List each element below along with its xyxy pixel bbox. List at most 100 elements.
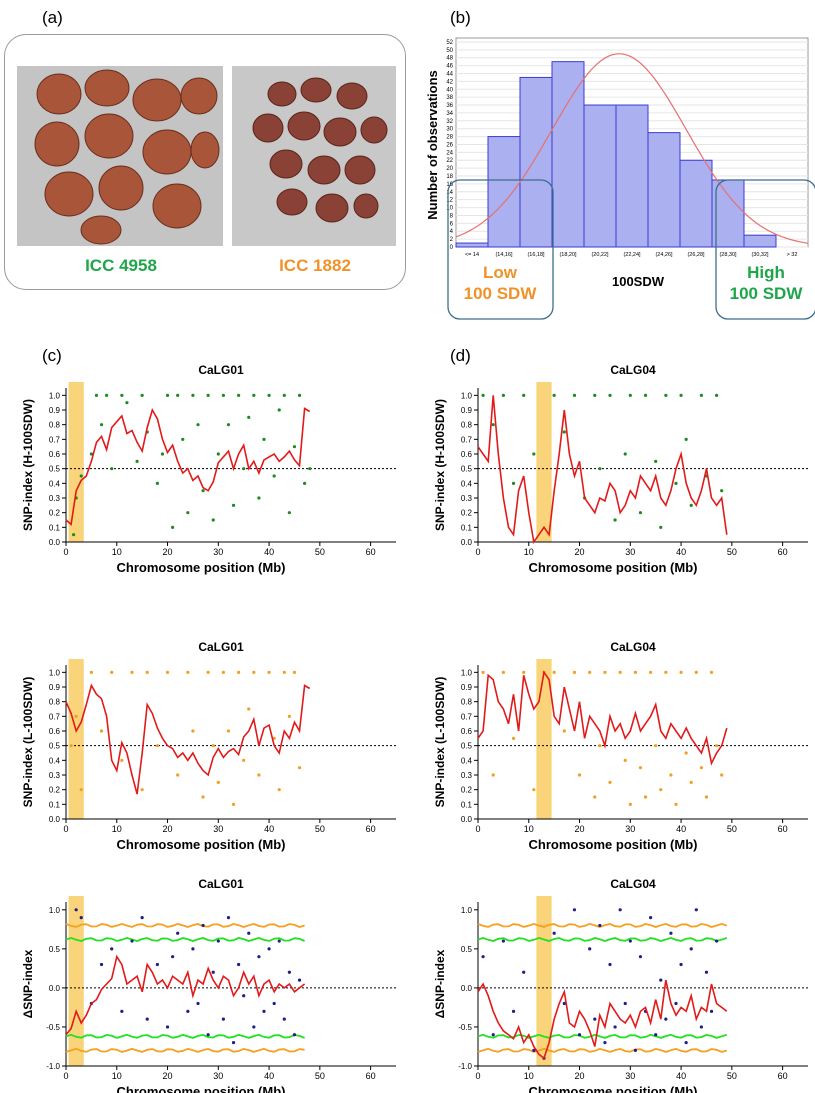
snp-point — [74, 908, 78, 912]
y-tick-label: 0.7 — [49, 435, 61, 444]
histogram-ytick-label: 4 — [450, 229, 454, 235]
y-tick-label: 0.0 — [49, 815, 61, 824]
snp-point — [643, 795, 648, 799]
y-tick-label: 0.5 — [461, 742, 473, 751]
snp-point — [282, 1017, 286, 1021]
plot-xlabel: Chromosome position (Mb) — [117, 1084, 286, 1093]
y-tick-label: 1.0 — [49, 391, 61, 400]
low-box-label: Low 100 SDW — [452, 262, 548, 304]
histogram-bar — [583, 104, 617, 248]
snp-point — [532, 788, 536, 792]
snp-point — [69, 744, 73, 748]
snp-point — [105, 393, 109, 397]
snp-point — [669, 773, 673, 777]
snp-point — [297, 766, 302, 770]
snp-point — [110, 670, 114, 674]
y-tick-label: 0.1 — [461, 800, 473, 809]
snp-point — [72, 533, 76, 537]
snp-point — [79, 788, 83, 792]
y-tick-label: 1.0 — [461, 668, 473, 677]
snp-point — [608, 962, 612, 967]
plot-xlabel: Chromosome position (Mb) — [529, 560, 698, 575]
caption-icc1882: ICC 1882 — [279, 256, 351, 275]
snp-point — [654, 459, 658, 463]
histogram-bar — [615, 104, 649, 248]
snp-point — [552, 670, 556, 674]
snp-point — [257, 496, 261, 500]
snp-point — [165, 670, 170, 674]
x-tick-label: 0 — [475, 824, 480, 834]
plot-xlabel: Chromosome position (Mb) — [529, 1084, 698, 1093]
snp-point — [125, 401, 129, 405]
panel-letter-a: (a) — [42, 8, 63, 27]
y-tick-label: 0.0 — [49, 984, 61, 993]
histogram-bar — [551, 61, 585, 248]
sliding-window-line — [477, 979, 728, 1060]
snp-point — [674, 481, 678, 485]
snp-point — [522, 393, 526, 397]
snp-point — [206, 1033, 210, 1037]
histogram-ytick-label: 50 — [446, 48, 453, 54]
snp-point — [552, 393, 556, 397]
histogram-ytick-label: 0 — [450, 245, 454, 251]
histogram-ytick-label: 38 — [446, 95, 453, 101]
seed-photo-icc1882 — [232, 66, 396, 246]
qtl-highlight-band — [68, 659, 84, 819]
histogram-xtick-label: (14,16] — [495, 252, 513, 258]
snp-point — [257, 773, 261, 777]
y-tick-label: 0.3 — [49, 771, 61, 780]
plot-ylabel: SNP-index (L-100SDW) — [21, 677, 35, 808]
histogram-ytick-label: 6 — [450, 221, 454, 227]
snp-point — [145, 670, 149, 674]
x-tick-label: 30 — [213, 547, 223, 557]
histogram-ytick-label: 30 — [446, 127, 453, 133]
ci99-lower-line — [477, 1047, 728, 1053]
snp-point — [522, 970, 526, 974]
qtl-highlight-band — [536, 382, 552, 542]
snp-point — [110, 947, 114, 951]
x-tick-label: 60 — [366, 824, 376, 834]
snp-point — [226, 729, 231, 733]
y-tick-label: 0.5 — [49, 465, 61, 474]
snp-point — [252, 670, 256, 674]
snp-point — [572, 670, 577, 674]
snp-point — [699, 1025, 703, 1029]
snp-point — [130, 670, 134, 674]
snp-point — [99, 423, 104, 427]
x-tick-label: 0 — [63, 824, 68, 834]
snp-point — [598, 744, 602, 748]
snp-point — [654, 744, 658, 748]
histogram-bar — [743, 234, 777, 248]
snp-point — [140, 788, 144, 792]
snp-point — [242, 758, 246, 762]
x-tick-label: 40 — [264, 824, 274, 834]
snp-point — [231, 1040, 236, 1045]
snp-point — [562, 430, 566, 434]
snp-point — [140, 916, 144, 920]
y-tick-label: 0.6 — [49, 727, 61, 736]
y-tick-label: 0.3 — [49, 494, 61, 503]
y-tick-label: 0.4 — [49, 756, 61, 765]
snp-point — [577, 773, 582, 777]
low-selection-box — [447, 179, 554, 320]
snp-point — [303, 481, 307, 485]
snp-point — [237, 962, 241, 967]
x-tick-label: 30 — [625, 824, 635, 834]
snp-point — [664, 670, 668, 674]
snp-point — [613, 518, 617, 522]
snp-point — [297, 978, 302, 982]
snp-point — [715, 939, 719, 943]
snp-point — [709, 1009, 714, 1013]
snp-point — [618, 908, 622, 912]
snp-point — [191, 393, 195, 397]
x-tick-label: 20 — [575, 824, 585, 834]
snp-point — [715, 744, 719, 748]
x-tick-label: 50 — [315, 1071, 325, 1081]
snp-point — [643, 393, 648, 397]
snp-point — [226, 423, 231, 427]
snp-point — [608, 393, 612, 397]
snp-point — [297, 393, 302, 397]
snp-point — [664, 393, 668, 397]
snp-point — [491, 1033, 495, 1037]
x-tick-label: 50 — [727, 824, 737, 834]
